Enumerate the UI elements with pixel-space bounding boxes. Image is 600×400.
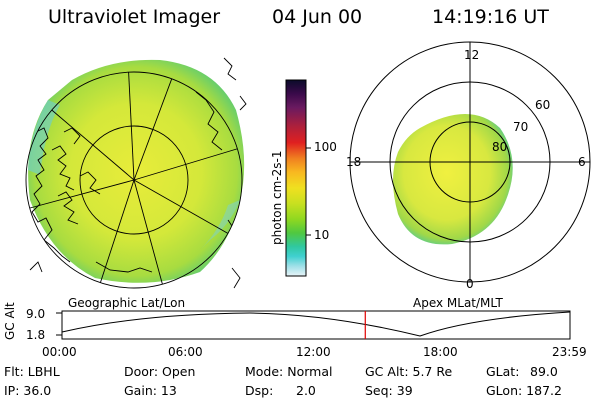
gain-info: Gain: 13 [124, 383, 177, 398]
mlt-label-0: 0 [466, 277, 474, 291]
magnetic-polar-grid [349, 41, 591, 283]
geographic-grid [25, 57, 247, 289]
altitude-plot [56, 310, 571, 340]
altitude-axis-label: GC Alt [3, 302, 17, 340]
magnetic-aurora-image [393, 114, 513, 245]
seq-info: Seq: 39 [365, 383, 413, 398]
right-panel-caption: Apex MLat/MLT [413, 296, 503, 310]
time-label-0600: 06:00 [168, 345, 203, 359]
time-label-2359: 23:59 [552, 345, 587, 359]
altitude-min-label: 1.8 [26, 328, 46, 342]
lat-label-80: 80 [492, 140, 508, 154]
mlt-label-18: 18 [346, 155, 362, 169]
glon-info: GLon: 187.2 [486, 383, 562, 398]
altitude-max-label: 9.0 [26, 307, 46, 321]
time-label-1200: 12:00 [296, 345, 331, 359]
mode-info: Mode: Normal [245, 364, 333, 379]
colorbar-unit-label: photon cm-2s-1 [270, 150, 284, 246]
dsp-info-label: Dsp: [245, 383, 274, 398]
dsp-info-value: 2.0 [296, 383, 316, 398]
mlt-label-12: 12 [464, 48, 480, 62]
gc-alt-info: GC Alt: 5.7 Re [365, 364, 453, 379]
ip-info: IP: 36.0 [4, 383, 52, 398]
lat-label-60: 60 [535, 98, 551, 112]
observation-date: 04 Jun 00 [272, 6, 363, 28]
color-scale-bar [285, 79, 307, 277]
app-title: Ultraviolet Imager [48, 6, 221, 28]
observation-time: 14:19:16 UT [432, 6, 549, 28]
filter-info: Flt: LBHL [4, 364, 60, 379]
mlt-label-6: 6 [578, 155, 586, 169]
colorbar-tick-10: 10 [314, 228, 330, 242]
lat-label-70: 70 [513, 120, 529, 134]
door-info: Door: Open [124, 364, 196, 379]
glat-info-value: 89.0 [530, 364, 558, 379]
colorbar-tick-100: 100 [314, 140, 337, 154]
geographic-aurora-image [28, 59, 245, 283]
time-label-1800: 18:00 [423, 345, 458, 359]
glat-info-label: GLat: [486, 364, 520, 379]
left-panel-caption: Geographic Lat/Lon [68, 296, 186, 310]
time-label-0000: 00:00 [42, 345, 77, 359]
